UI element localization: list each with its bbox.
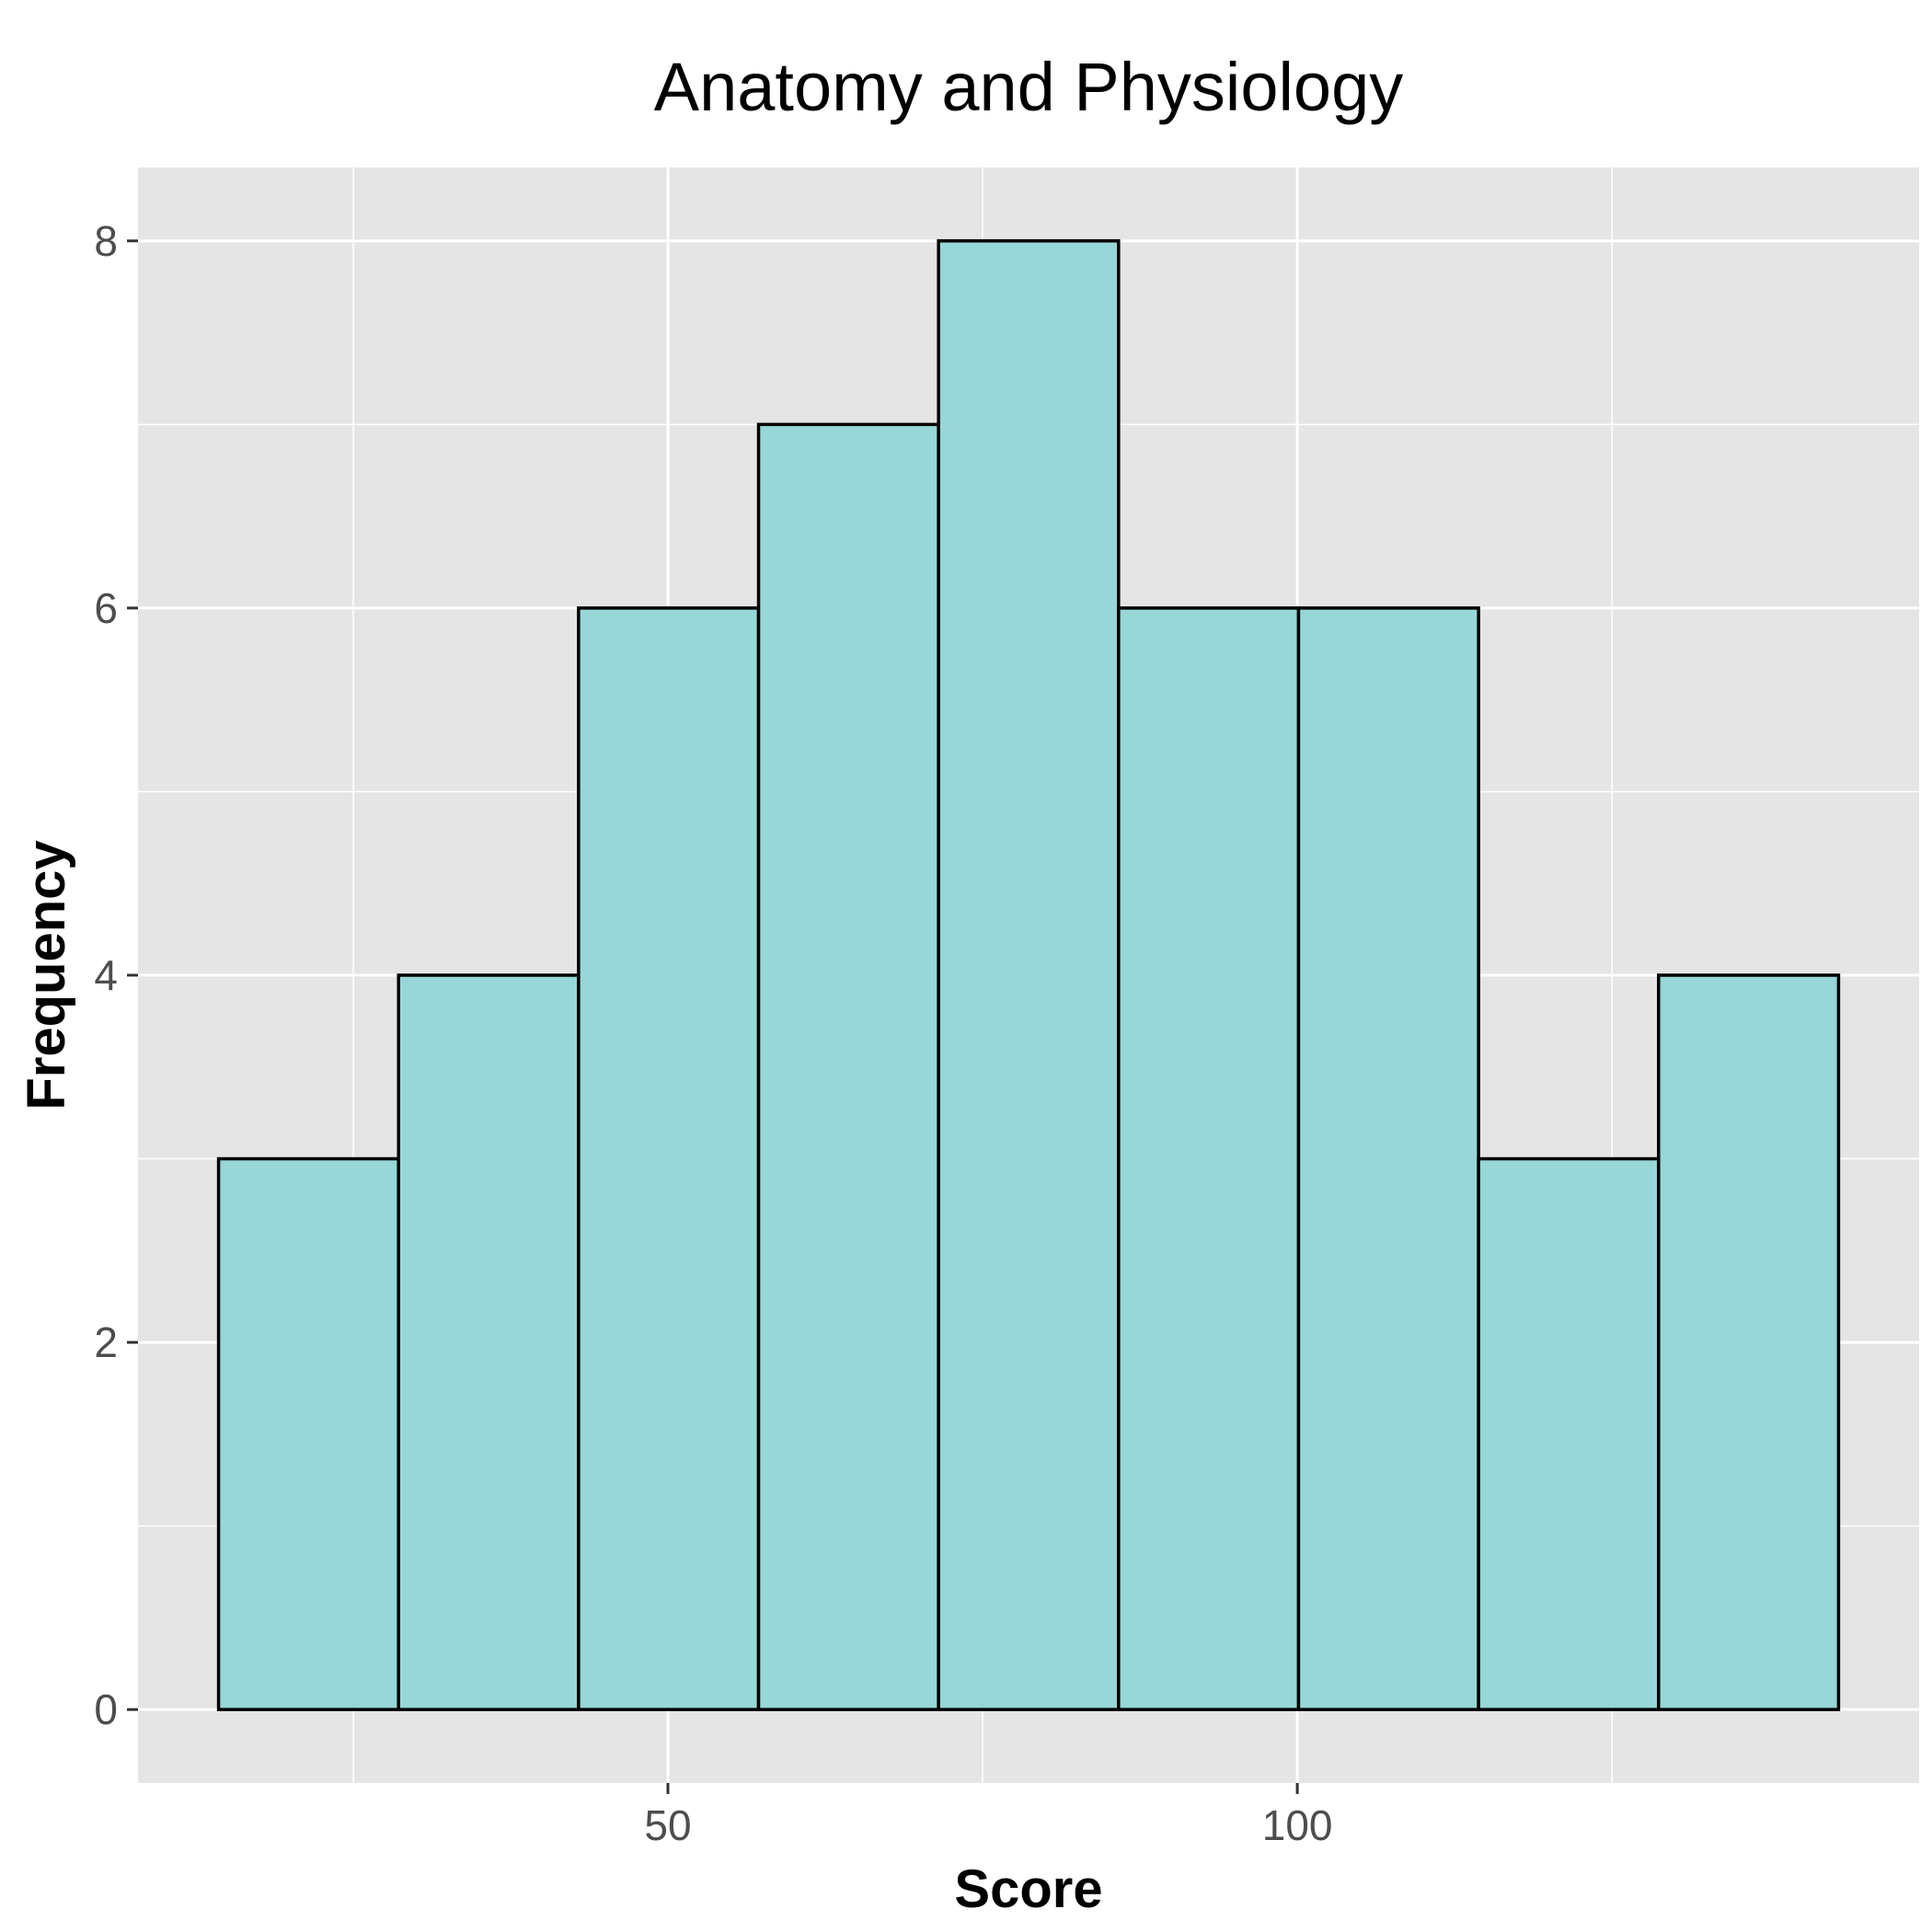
- histogram-bar: [216, 1156, 400, 1711]
- x-tick-label: 50: [644, 1801, 691, 1849]
- histogram-bar: [937, 239, 1121, 1711]
- histogram-bar: [577, 606, 761, 1711]
- histogram-bar: [1296, 606, 1480, 1711]
- histogram-bar: [1657, 973, 1841, 1711]
- y-axis-title: Frequency: [17, 840, 76, 1110]
- y-tick-label: 8: [94, 217, 118, 265]
- chart-title: Anatomy and Physiology: [654, 49, 1403, 125]
- histogram-bar: [1117, 606, 1301, 1711]
- x-axis-title: Score: [954, 1859, 1102, 1919]
- x-tick-label: 100: [1262, 1801, 1333, 1849]
- y-tick-label: 0: [94, 1685, 118, 1733]
- histogram-bar: [1477, 1156, 1661, 1711]
- axis-tick-labels: 50 100 0 2 4 6 8: [94, 217, 1332, 1849]
- y-tick-label: 6: [94, 584, 118, 632]
- y-tick-label: 2: [94, 1318, 118, 1366]
- y-tick-label: 4: [94, 951, 118, 999]
- axis-ticks: [127, 239, 1299, 1794]
- histogram-bars: [216, 239, 1841, 1711]
- histogram-bar: [756, 422, 940, 1711]
- histogram-bar: [397, 973, 581, 1711]
